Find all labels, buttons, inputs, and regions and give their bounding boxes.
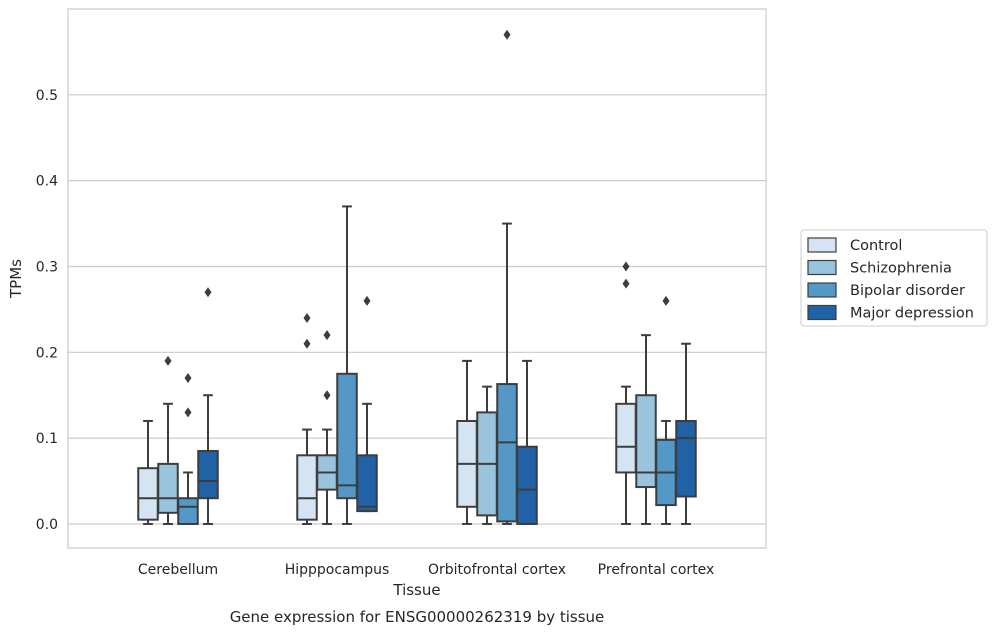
x-tick-label: Cerebellum — [138, 562, 218, 578]
legend: Control Schizophrenia Bipolar disorder Majo… — [801, 230, 987, 326]
y-tick-label: 0.1 — [36, 431, 58, 447]
box-body — [178, 498, 198, 524]
legend-entry-label: Control — [850, 238, 902, 254]
x-tick-label: Hipppocampus — [285, 562, 390, 578]
chart-title: Gene expression for ENSG00000262319 by t… — [230, 608, 605, 626]
box-body — [138, 468, 158, 519]
y-tick-label: 0.0 — [36, 517, 58, 533]
box-body — [158, 464, 178, 513]
box-body — [497, 384, 517, 521]
y-tick-label: 0.3 — [36, 259, 58, 275]
legend-entry-label: Major depression — [850, 306, 974, 322]
legend-swatch — [808, 261, 836, 275]
box-body — [616, 404, 636, 473]
box-body — [357, 455, 377, 511]
legend-swatch — [808, 238, 836, 252]
y-tick-label: 0.2 — [36, 345, 58, 361]
box-body — [198, 451, 218, 498]
legend-entry-label: Schizophrenia — [850, 261, 952, 277]
x-tick-labels: Cerebellum Hipppocampus Orbitofrontal cort… — [138, 562, 714, 578]
box-body — [337, 374, 357, 498]
box-plot-chart: 0.0 0.1 0.2 0.3 0.4 0.5 Cerebellum Hipppocampu… — [0, 0, 997, 634]
legend-entry-label: Bipolar disorder — [850, 283, 965, 299]
box-body — [676, 421, 696, 497]
legend-swatch — [808, 306, 836, 320]
x-tick-label: Orbitofrontal cortex — [428, 562, 566, 578]
box-body — [517, 447, 537, 524]
x-axis-label: Tissue — [392, 581, 440, 599]
legend-swatch — [808, 283, 836, 297]
y-tick-label: 0.4 — [36, 174, 58, 190]
y-tick-label: 0.5 — [36, 88, 58, 104]
x-tick-label: Prefrontal cortex — [598, 562, 715, 578]
y-tick-labels: 0.0 0.1 0.2 0.3 0.4 0.5 — [36, 88, 58, 533]
box-body — [297, 455, 317, 519]
y-axis-label: TPMs — [7, 259, 25, 299]
